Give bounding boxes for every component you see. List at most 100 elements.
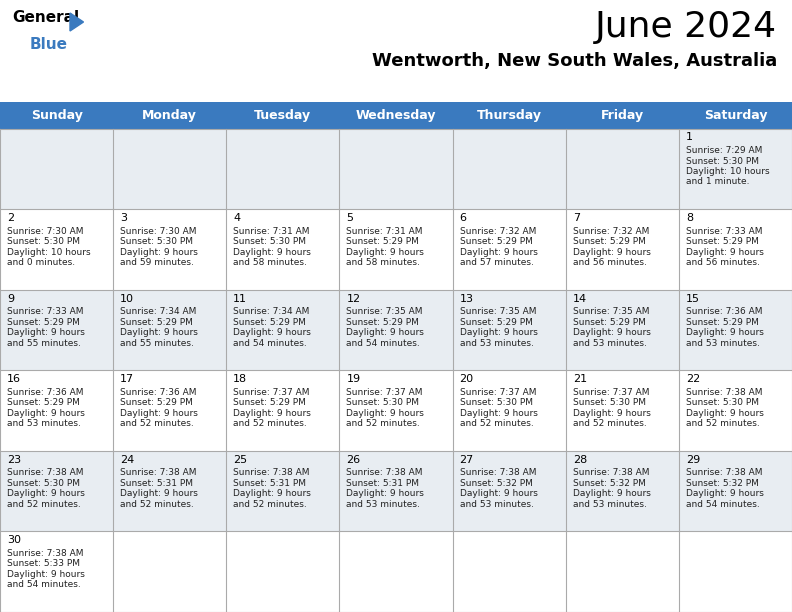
Text: 20: 20 [459,375,474,384]
Text: Daylight: 9 hours: Daylight: 9 hours [686,409,763,418]
Text: and 54 minutes.: and 54 minutes. [7,580,81,589]
Text: 7: 7 [573,213,580,223]
Text: Daylight: 9 hours: Daylight: 9 hours [346,490,425,498]
Text: Daylight: 9 hours: Daylight: 9 hours [686,490,763,498]
Text: and 52 minutes.: and 52 minutes. [459,419,533,428]
Text: Sunrise: 7:38 AM: Sunrise: 7:38 AM [234,468,310,477]
Text: and 56 minutes.: and 56 minutes. [686,258,760,267]
Text: Sunset: 5:30 PM: Sunset: 5:30 PM [120,237,193,246]
Text: 21: 21 [573,375,587,384]
Text: Sunrise: 7:38 AM: Sunrise: 7:38 AM [459,468,536,477]
Text: Sunset: 5:29 PM: Sunset: 5:29 PM [346,318,419,327]
Text: 22: 22 [686,375,700,384]
Text: Daylight: 9 hours: Daylight: 9 hours [346,409,425,418]
Bar [0,531,792,612]
Text: Sunrise: 7:36 AM: Sunrise: 7:36 AM [7,388,83,397]
Text: Daylight: 9 hours: Daylight: 9 hours [573,328,650,337]
Text: Daylight: 9 hours: Daylight: 9 hours [120,328,198,337]
Text: Daylight: 9 hours: Daylight: 9 hours [346,328,425,337]
Text: Daylight: 9 hours: Daylight: 9 hours [459,248,538,256]
Text: and 52 minutes.: and 52 minutes. [234,419,307,428]
Text: and 52 minutes.: and 52 minutes. [573,419,646,428]
Bar [0,129,792,209]
Bar [0,209,792,289]
Text: and 52 minutes.: and 52 minutes. [7,500,81,509]
Text: Sunrise: 7:34 AM: Sunrise: 7:34 AM [120,307,196,316]
Text: 23: 23 [7,455,21,465]
Text: and 52 minutes.: and 52 minutes. [686,419,760,428]
Text: Sunrise: 7:38 AM: Sunrise: 7:38 AM [120,468,196,477]
Text: Daylight: 10 hours: Daylight: 10 hours [7,248,90,256]
Text: Sunrise: 7:31 AM: Sunrise: 7:31 AM [346,226,423,236]
Text: and 55 minutes.: and 55 minutes. [7,338,81,348]
Text: and 53 minutes.: and 53 minutes. [459,338,534,348]
Text: 16: 16 [7,375,21,384]
Text: Sunrise: 7:35 AM: Sunrise: 7:35 AM [573,307,649,316]
Text: Daylight: 9 hours: Daylight: 9 hours [7,570,85,579]
Text: 26: 26 [346,455,360,465]
Text: Sunset: 5:31 PM: Sunset: 5:31 PM [346,479,420,488]
Text: Daylight: 10 hours: Daylight: 10 hours [686,167,770,176]
Text: Sunset: 5:32 PM: Sunset: 5:32 PM [573,479,645,488]
Text: Wentworth, New South Wales, Australia: Wentworth, New South Wales, Australia [371,52,777,70]
Text: 15: 15 [686,294,700,304]
Text: and 55 minutes.: and 55 minutes. [120,338,194,348]
Text: 1: 1 [686,133,693,143]
Text: Sunset: 5:29 PM: Sunset: 5:29 PM [459,237,532,246]
Text: Sunset: 5:29 PM: Sunset: 5:29 PM [234,318,307,327]
Text: 2: 2 [7,213,14,223]
Text: Daylight: 9 hours: Daylight: 9 hours [573,409,650,418]
Text: Daylight: 9 hours: Daylight: 9 hours [234,490,311,498]
Text: Sunrise: 7:29 AM: Sunrise: 7:29 AM [686,146,762,155]
Text: Sunrise: 7:33 AM: Sunrise: 7:33 AM [7,307,83,316]
Text: Sunrise: 7:33 AM: Sunrise: 7:33 AM [686,226,763,236]
Text: 17: 17 [120,375,135,384]
Text: Sunset: 5:29 PM: Sunset: 5:29 PM [120,398,193,407]
Text: Wednesday: Wednesday [356,109,436,122]
Text: Sunrise: 7:34 AM: Sunrise: 7:34 AM [234,307,310,316]
Text: Thursday: Thursday [477,109,542,122]
Text: Sunrise: 7:36 AM: Sunrise: 7:36 AM [686,307,763,316]
Text: 6: 6 [459,213,466,223]
Text: Sunrise: 7:30 AM: Sunrise: 7:30 AM [7,226,83,236]
Text: Sunset: 5:30 PM: Sunset: 5:30 PM [686,157,759,165]
Text: Daylight: 9 hours: Daylight: 9 hours [234,409,311,418]
Text: 4: 4 [234,213,241,223]
Text: Sunset: 5:29 PM: Sunset: 5:29 PM [234,398,307,407]
Text: Daylight: 9 hours: Daylight: 9 hours [234,328,311,337]
Bar [0,102,792,129]
Text: 13: 13 [459,294,474,304]
Text: 30: 30 [7,536,21,545]
Text: Daylight: 9 hours: Daylight: 9 hours [120,409,198,418]
Text: 11: 11 [234,294,247,304]
Bar [0,370,792,451]
Text: Sunset: 5:31 PM: Sunset: 5:31 PM [234,479,307,488]
Text: Sunset: 5:29 PM: Sunset: 5:29 PM [573,237,645,246]
Text: Sunrise: 7:37 AM: Sunrise: 7:37 AM [459,388,536,397]
Text: Daylight: 9 hours: Daylight: 9 hours [7,490,85,498]
Text: Sunrise: 7:38 AM: Sunrise: 7:38 AM [573,468,649,477]
Text: and 54 minutes.: and 54 minutes. [234,338,307,348]
Text: and 53 minutes.: and 53 minutes. [573,500,646,509]
Text: and 52 minutes.: and 52 minutes. [120,419,194,428]
Text: Daylight: 9 hours: Daylight: 9 hours [346,248,425,256]
Polygon shape [70,13,83,31]
Text: Sunset: 5:29 PM: Sunset: 5:29 PM [573,318,645,327]
Text: Daylight: 9 hours: Daylight: 9 hours [573,490,650,498]
Text: Daylight: 9 hours: Daylight: 9 hours [120,248,198,256]
Text: Tuesday: Tuesday [254,109,311,122]
Text: Sunrise: 7:38 AM: Sunrise: 7:38 AM [7,549,83,558]
Text: Sunrise: 7:35 AM: Sunrise: 7:35 AM [459,307,536,316]
Text: Daylight: 9 hours: Daylight: 9 hours [459,490,538,498]
Text: and 57 minutes.: and 57 minutes. [459,258,534,267]
Text: and 58 minutes.: and 58 minutes. [346,258,421,267]
Text: 3: 3 [120,213,128,223]
Text: 27: 27 [459,455,474,465]
Text: and 53 minutes.: and 53 minutes. [573,338,646,348]
Text: Sunrise: 7:36 AM: Sunrise: 7:36 AM [120,388,196,397]
Text: Sunrise: 7:38 AM: Sunrise: 7:38 AM [346,468,423,477]
Text: Sunday: Sunday [31,109,82,122]
Text: Sunrise: 7:37 AM: Sunrise: 7:37 AM [346,388,423,397]
Text: 28: 28 [573,455,587,465]
Text: and 53 minutes.: and 53 minutes. [7,419,81,428]
